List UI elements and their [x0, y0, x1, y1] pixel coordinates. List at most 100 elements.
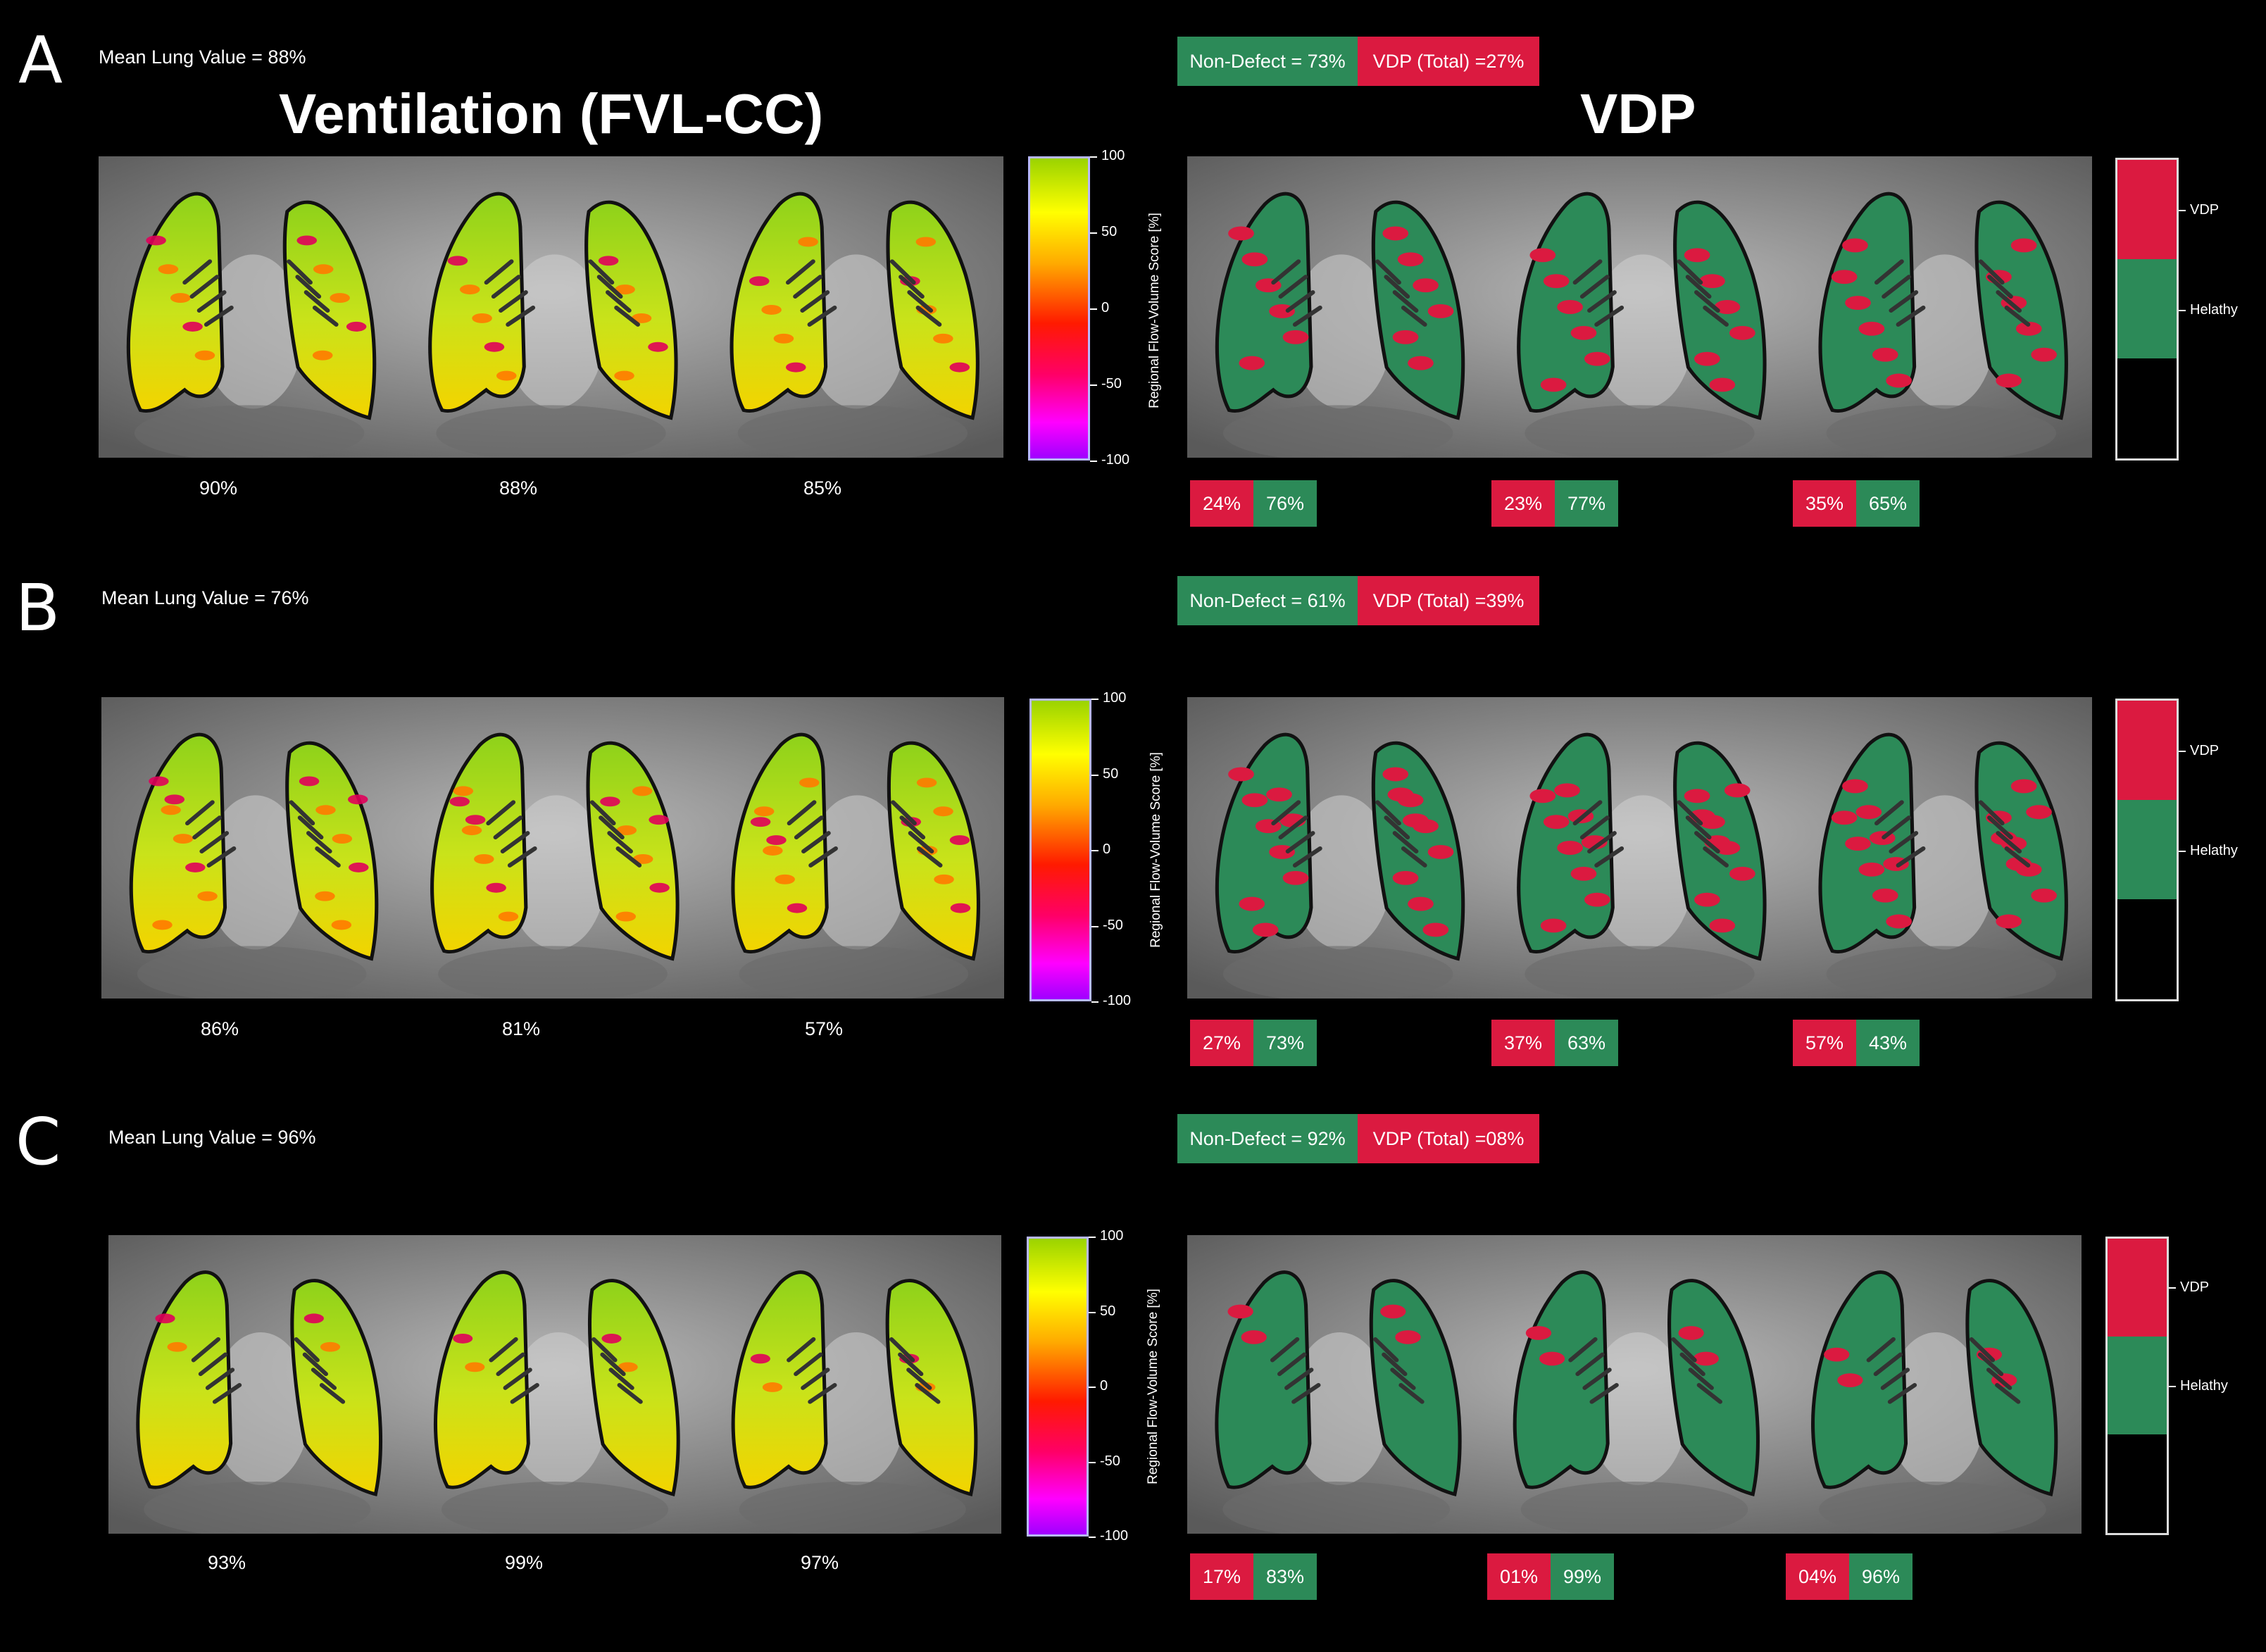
colorbar-tick-label: 50: [1100, 1303, 1116, 1319]
colorbar-tick-mark: [1091, 850, 1098, 851]
colorbar-tick-label: 0: [1101, 300, 1110, 315]
vdp-total-label: VDP (Total) =27%: [1358, 37, 1539, 86]
colorbar-tick-label: 100: [1101, 148, 1125, 163]
legend-healthy-label: Helathy: [2190, 302, 2238, 318]
colorbar-tick-mark: [1089, 1311, 1096, 1313]
slice-score: 81%: [501, 1018, 541, 1039]
mean-lung-value: Mean Lung Value = 88%: [99, 46, 306, 68]
slice-defect: 04%: [1786, 1553, 1849, 1600]
colorbar-tick-mark: [1089, 1537, 1096, 1538]
colorbar-tick-label: 100: [1100, 1228, 1124, 1244]
colorbar-tick-label: -100: [1103, 993, 1132, 1008]
legend-healthy-swatch: [2108, 1337, 2167, 1435]
vdp-map: [1187, 156, 2092, 458]
legend-vdp-label: VDP: [2180, 1279, 2210, 1295]
ventilation-map: [99, 156, 1003, 458]
slice-defect: 57%: [1793, 1020, 1856, 1066]
slice-defect: 35%: [1793, 480, 1856, 527]
colorbar-tick-mark: [1089, 1237, 1096, 1238]
vdp-summary: Non-Defect = 92% VDP (Total) =08%: [1177, 1114, 1539, 1163]
colorbar-tick-mark: [1090, 308, 1097, 310]
slice-score: 88%: [499, 477, 538, 499]
legend-vdp-swatch: [2117, 701, 2177, 801]
vdp-image: [1187, 697, 2092, 999]
slice-split: 01% 99%: [1487, 1553, 1614, 1600]
slice-healthy: 76%: [1253, 480, 1317, 527]
slice-split: 35% 65%: [1793, 480, 1920, 527]
vdp-image: [1187, 156, 2092, 458]
legend-vdp-label: VDP: [2190, 743, 2220, 758]
colorbar-tick-label: -100: [1101, 452, 1130, 468]
colorbar-tick-label: -50: [1100, 1453, 1120, 1469]
legend-healthy-label: Helathy: [2180, 1378, 2228, 1394]
vdp-legend: [2115, 158, 2179, 461]
nondefect-label: Non-Defect = 73%: [1177, 37, 1358, 86]
legend-empty-swatch: [2117, 899, 2177, 999]
colorbar-label: Regional Flow-Volume Score [%]: [1147, 213, 1162, 408]
slice-score: 57%: [804, 1018, 844, 1039]
ventilation-title: Ventilation (FVL-CC): [279, 82, 824, 145]
slice-split: 24% 76%: [1190, 480, 1317, 527]
vdp-image: [1187, 1235, 2082, 1534]
slice-defect: 23%: [1491, 480, 1555, 527]
colorbar: [1028, 156, 1090, 461]
legend-empty-swatch: [2108, 1434, 2167, 1533]
slice-healthy: 63%: [1555, 1020, 1618, 1066]
slice-split: 27% 73%: [1190, 1020, 1317, 1066]
colorbar-label: Regional Flow-Volume Score [%]: [1146, 1289, 1160, 1484]
panel-letter: A: [18, 23, 63, 98]
slice-score: 85%: [803, 477, 842, 499]
nondefect-label: Non-Defect = 92%: [1177, 1114, 1358, 1163]
ventilation-map: [108, 1235, 1001, 1534]
legend-vdp-label: VDP: [2190, 202, 2220, 218]
vdp-legend: [2115, 699, 2179, 1001]
vdp-summary: Non-Defect = 73% VDP (Total) =27%: [1177, 37, 1539, 86]
slice-score: 90%: [199, 477, 238, 499]
vdp-title: VDP: [1580, 82, 1696, 145]
vdp-legend: [2105, 1237, 2169, 1535]
nondefect-label: Non-Defect = 61%: [1177, 576, 1358, 625]
colorbar-tick-label: 50: [1101, 224, 1118, 239]
ventilation-image: [108, 1235, 1001, 1534]
colorbar-tick-mark: [1090, 232, 1097, 234]
vdp-total-label: VDP (Total) =08%: [1358, 1114, 1539, 1163]
colorbar-tick-mark: [1091, 925, 1098, 927]
legend-vdp-swatch: [2108, 1239, 2167, 1337]
slice-score: 99%: [504, 1552, 544, 1573]
ventilation-image: [101, 697, 1004, 999]
slice-split: 17% 83%: [1190, 1553, 1317, 1600]
panel-letter: B: [15, 570, 61, 646]
slice-score: 86%: [200, 1018, 239, 1039]
colorbar: [1027, 1237, 1089, 1537]
vdp-total-label: VDP (Total) =39%: [1358, 576, 1539, 625]
legend-healthy-swatch: [2117, 800, 2177, 900]
vdp-summary: Non-Defect = 61% VDP (Total) =39%: [1177, 576, 1539, 625]
ventilation-image: [99, 156, 1003, 458]
slice-defect: 01%: [1487, 1553, 1551, 1600]
slice-defect: 17%: [1190, 1553, 1253, 1600]
slice-healthy: 99%: [1551, 1553, 1614, 1600]
colorbar-tick-label: 0: [1100, 1378, 1108, 1394]
slice-split: 23% 77%: [1491, 480, 1618, 527]
colorbar-tick-label: 50: [1103, 765, 1119, 782]
colorbar-tick-mark: [1091, 774, 1098, 776]
legend-healthy-swatch: [2117, 259, 2177, 359]
legend-healthy-label: Helathy: [2190, 843, 2238, 858]
colorbar-tick-label: 100: [1103, 690, 1127, 706]
vdp-map: [1187, 1235, 2082, 1534]
ventilation-map: [101, 697, 1004, 999]
slice-defect: 24%: [1190, 480, 1253, 527]
colorbar-tick-label: 0: [1103, 841, 1111, 857]
colorbar: [1029, 699, 1091, 1001]
colorbar-tick-mark: [1089, 1461, 1096, 1463]
colorbar-tick-mark: [1089, 1387, 1096, 1388]
legend-vdp-swatch: [2117, 160, 2177, 260]
slice-healthy: 77%: [1555, 480, 1618, 527]
slice-split: 37% 63%: [1491, 1020, 1618, 1066]
colorbar-tick-mark: [1090, 384, 1097, 386]
mean-lung-value: Mean Lung Value = 76%: [101, 587, 309, 608]
colorbar-tick-label: -100: [1100, 1528, 1129, 1544]
colorbar-tick-label: -50: [1103, 917, 1123, 933]
slice-split: 57% 43%: [1793, 1020, 1920, 1066]
slice-healthy: 73%: [1253, 1020, 1317, 1066]
